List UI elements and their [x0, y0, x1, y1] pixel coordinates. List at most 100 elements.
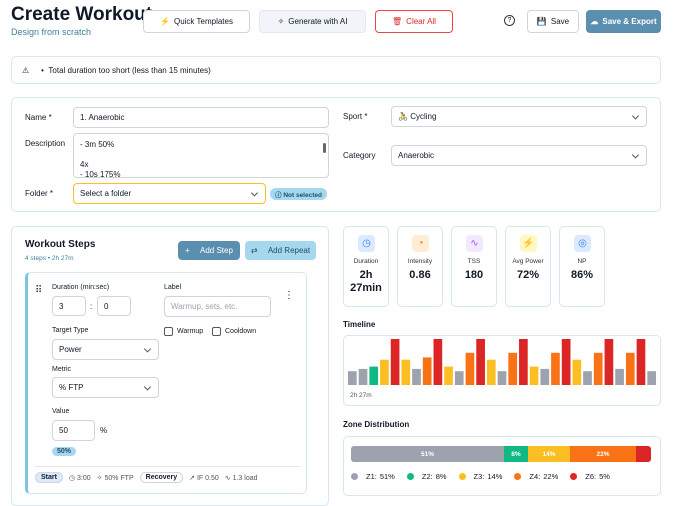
label-input[interactable]: Warmup, sets, etc. [164, 296, 271, 317]
metric-card: ◔ Intensity 0.86 [397, 226, 443, 307]
footer-item: Start [35, 472, 63, 483]
name-input[interactable]: 1. Anaerobic [73, 107, 329, 128]
legend-value: 8% [435, 472, 447, 481]
drag-handle[interactable]: ⠿ [35, 285, 43, 296]
zone-segment-label: 8% [511, 450, 521, 458]
metric-label: Avg Power [512, 258, 544, 265]
unit: % [100, 426, 108, 435]
zone-segment: 14% [528, 446, 570, 462]
input-value: Power [59, 345, 82, 354]
divider [34, 466, 300, 467]
target-type-select[interactable]: Power [52, 339, 159, 360]
save-button[interactable]: 💾 Save [527, 10, 579, 33]
separator: : [90, 302, 93, 311]
legend-item: Z4: 22% [514, 472, 558, 481]
checkbox-label: Warmup [177, 328, 204, 335]
value-input[interactable]: 50 [52, 420, 95, 441]
seconds-input[interactable]: 0 [97, 296, 131, 316]
timeline-bar [380, 359, 389, 385]
category-select[interactable]: Anaerobic [391, 145, 647, 166]
add-step-button[interactable]: + Add Step [178, 241, 240, 260]
legend-value: 5% [599, 472, 610, 481]
zone-segment-label: 51% [420, 450, 434, 458]
metric-value: 0.86 [409, 269, 431, 281]
add-repeat-button[interactable]: ⇄ Add Repeat [245, 241, 316, 260]
legend-swatch [514, 473, 522, 480]
timeline-bar [625, 352, 635, 385]
help-icon[interactable]: ? [504, 15, 515, 26]
field-label: Value [52, 408, 70, 415]
footer-text: IF 0.50 [196, 474, 219, 482]
quick-templates-button[interactable]: ⚡ Quick Templates [143, 10, 250, 33]
warmup-checkbox[interactable]: Warmup [164, 327, 203, 336]
input-value: 3 [59, 301, 64, 311]
field-label: Target Type [52, 327, 89, 334]
timeline-bar [433, 339, 443, 385]
footer-text: 3:00 [77, 474, 91, 482]
button-label: Add Repeat [267, 246, 311, 255]
zone-segment: 8% [504, 446, 528, 462]
step-footer: Start ◷ 3:00 ✧ 50% FTP Recovery ↗ IF 0.50 ∿ 1… [35, 472, 258, 483]
timeline-bar [486, 359, 496, 385]
legend-value: 22% [543, 472, 559, 481]
timeline-chart [348, 339, 656, 385]
legend-name: Z3: [473, 472, 485, 481]
timeline-bar [358, 368, 368, 385]
zones-card [343, 436, 661, 496]
sport-select[interactable]: 🚴 Cycling [391, 106, 647, 127]
page-subtitle: Design from scratch [11, 27, 92, 37]
value-badge: 50% [52, 447, 77, 456]
input-value: Cycling [410, 112, 437, 121]
zone-bar: 51% 8% 14% 22% [351, 446, 651, 462]
metric-label: TSS [467, 258, 481, 265]
legend-name: Z2: [421, 472, 433, 481]
save-export-button[interactable]: ☁ Save & Export [586, 10, 661, 33]
timeline-bar [551, 352, 560, 385]
description-textarea[interactable]: - 3m 50% 4x - 10s 175% [73, 133, 329, 178]
generate-ai-button[interactable]: ✧ Generate with AI [259, 10, 366, 33]
metric-icon: ◷ [358, 235, 375, 252]
input-placeholder: Warmup, sets, etc. [171, 302, 238, 311]
zone-segment: 22% [570, 446, 636, 462]
input-value: Anaerobic [398, 151, 435, 160]
metric-icon: ◎ [574, 235, 591, 252]
field-label: Description [25, 139, 66, 148]
step-menu[interactable]: ⋮ [284, 290, 294, 301]
metric-card: ◷ Duration 2h 27min [343, 226, 389, 307]
input-value: 0 [104, 301, 109, 311]
footer-text: Recovery [145, 474, 178, 481]
button-label: Add Step [199, 246, 233, 255]
timeline-bar [369, 366, 379, 385]
legend-item: Z2: 8% [406, 472, 447, 481]
metric-value: 72% [516, 269, 540, 281]
minutes-input[interactable]: 3 [52, 296, 86, 316]
metric-icon: ◔ [412, 235, 429, 252]
legend-swatch [458, 473, 466, 480]
field-label: Folder * [25, 189, 54, 198]
zone-legend: Z1: 51% Z2: 8% Z3: 14% Z4: 22% Z6: 5% [351, 472, 610, 481]
timeline-bar [593, 352, 603, 385]
timeline-bar [422, 357, 432, 385]
metric-label: Intensity [407, 258, 433, 265]
folder-select[interactable]: Select a folder [73, 183, 266, 204]
metric-value: 86% [570, 269, 594, 281]
field-label: Category [343, 151, 376, 160]
timeline-bar [497, 371, 507, 385]
metric-card: ⚡ Avg Power 72% [505, 226, 551, 307]
cooldown-checkbox[interactable]: Cooldown [212, 327, 256, 336]
checkbox-label: Cooldown [225, 328, 257, 335]
timeline-bar [529, 366, 539, 385]
field-label: Label [164, 284, 182, 291]
timeline-duration: 2h 27m [350, 392, 372, 399]
metric-select[interactable]: % FTP [52, 377, 159, 398]
input-value: 1. Anaerobic [80, 113, 125, 122]
footer-text: 1.3 load [232, 474, 258, 482]
legend-item: Z3: 14% [458, 472, 502, 481]
clear-all-button[interactable]: 🗑 Clear All [375, 10, 453, 33]
metric-card: ◎ NP 86% [559, 226, 605, 307]
timeline-bar [444, 366, 453, 385]
timeline-bar [540, 368, 550, 385]
timeline-bar [615, 368, 624, 385]
steps-summary: 4 steps • 2h 27m [25, 255, 74, 262]
